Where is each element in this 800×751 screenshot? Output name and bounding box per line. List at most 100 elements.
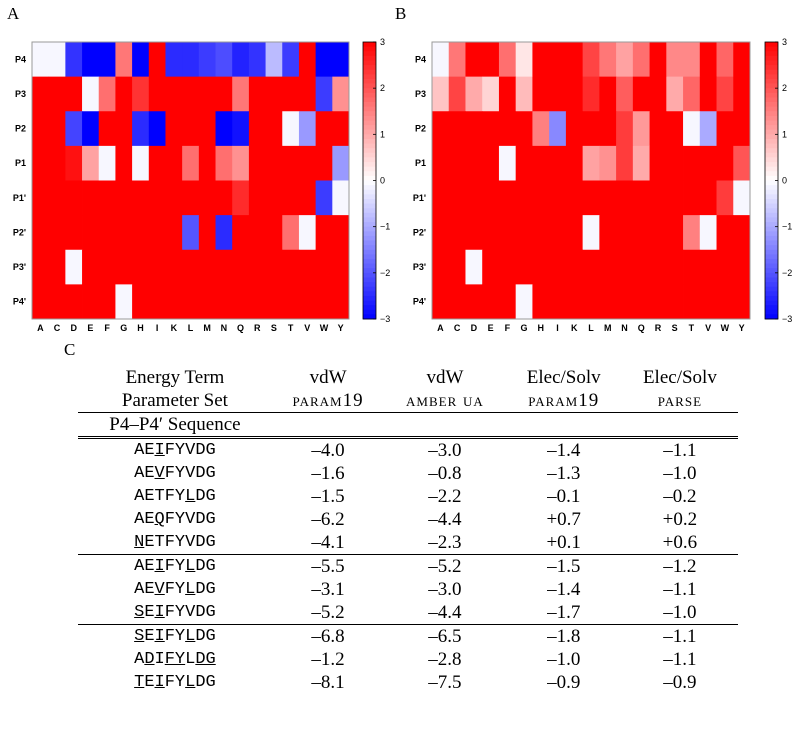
- sequence-cell: AEIFYLDG: [78, 554, 272, 578]
- header-cell: parse: [621, 389, 738, 413]
- colorbar-tick-label: 2: [782, 83, 787, 93]
- heat-cell: [248, 76, 266, 112]
- heat-cell: [248, 42, 266, 78]
- colorbar-swatch: [363, 138, 376, 144]
- heat-cell: [315, 249, 333, 285]
- heat-cell: [532, 145, 550, 181]
- x-tick-label: G: [521, 323, 528, 333]
- table-row: ADIFYLDG –1.2 –2.8 –1.0 –1.1: [78, 648, 738, 671]
- colorbar-swatch: [363, 314, 376, 320]
- heat-cell: [82, 145, 100, 181]
- colorbar-tick-label: −3: [782, 314, 792, 324]
- heat-cell: [666, 215, 684, 251]
- heat-cell: [32, 145, 50, 181]
- y-tick-label: P4': [413, 297, 426, 307]
- heat-cell: [265, 145, 283, 181]
- colorbar-swatch: [765, 194, 778, 200]
- colorbar-swatch: [765, 42, 778, 48]
- energy-value: –5.5: [271, 554, 385, 578]
- heat-cell: [649, 42, 667, 78]
- panel-label-a: A: [7, 4, 20, 23]
- colorbar-swatch: [765, 226, 778, 232]
- table-row: AEVFYVDG –1.6 –0.8 –1.3 –1.0: [78, 462, 738, 485]
- energy-value: –2.8: [428, 649, 462, 670]
- mutated-residue: L: [185, 557, 196, 576]
- colorbar-swatch: [765, 166, 778, 172]
- energy-value: –1.1: [663, 579, 697, 600]
- colorbar-swatch: [363, 263, 376, 269]
- heat-cell: [699, 42, 717, 78]
- mutated-residue: V: [154, 580, 165, 599]
- x-tick-label: C: [54, 323, 61, 333]
- heat-cell: [132, 249, 150, 285]
- heat-cell: [48, 76, 66, 112]
- energy-value: –4.0: [311, 440, 345, 461]
- x-tick-label: W: [320, 323, 329, 333]
- colorbar-swatch: [765, 97, 778, 103]
- heat-cell: [215, 249, 233, 285]
- colorbar-swatch: [765, 69, 778, 75]
- heat-cell: [132, 145, 150, 181]
- heat-cell: [465, 76, 483, 112]
- heat-cell: [465, 111, 483, 147]
- header-row-parameter-set: Parameter Set param19 amber ua param19 parse: [78, 389, 738, 413]
- sequence-segment: AETFY: [134, 487, 186, 506]
- colorbar-swatch: [765, 143, 778, 149]
- mutated-residue: I: [154, 627, 165, 646]
- colorbar-swatch: [363, 203, 376, 209]
- heat-cell: [265, 284, 283, 320]
- energy-value: –2.2: [428, 486, 462, 507]
- heat-cell: [649, 249, 667, 285]
- heat-cell: [165, 111, 183, 147]
- energy-value: –1.0: [663, 602, 697, 623]
- heat-cell: [632, 42, 650, 78]
- heat-cell: [582, 42, 600, 78]
- sequence-segment: FY: [164, 627, 186, 646]
- heat-cell: [215, 76, 233, 112]
- heat-cell: [498, 145, 517, 181]
- mutated-residue: Q: [154, 510, 165, 529]
- colorbar-swatch: [363, 282, 376, 288]
- header-cell: amber ua: [384, 389, 506, 413]
- energy-value: –1.1: [621, 624, 738, 648]
- heat-cell: [198, 249, 216, 285]
- heat-cell: [298, 284, 317, 320]
- colorbar-swatch: [765, 138, 778, 144]
- colorbar-swatch: [765, 258, 778, 264]
- energy-value: –6.8: [271, 624, 385, 648]
- header-cell: Elec/Solv: [642, 367, 717, 388]
- heat-cell: [98, 42, 116, 78]
- colorbar-tick-label: 3: [782, 37, 787, 47]
- heat-cell: [65, 215, 83, 251]
- heat-cell: [115, 111, 133, 147]
- colorbar-swatch: [363, 162, 376, 168]
- heat-cell: [549, 111, 567, 147]
- heat-cell: [98, 215, 116, 251]
- colorbar-swatch: [765, 203, 778, 209]
- colorbar-swatch: [363, 55, 376, 61]
- heat-cell: [198, 145, 216, 181]
- colorbar-swatch: [363, 134, 376, 140]
- energy-value: –5.2: [311, 602, 345, 623]
- header-row-sequence: P4–P4′ Sequence: [78, 412, 738, 439]
- colorbar-swatch: [363, 198, 376, 204]
- heat-cell: [616, 76, 634, 112]
- colorbar-swatch: [765, 189, 778, 195]
- heat-cell: [265, 42, 283, 78]
- heat-cell: [716, 215, 734, 251]
- energy-value: –1.2: [621, 554, 738, 578]
- heat-cell: [599, 111, 617, 147]
- heat-cell: [649, 145, 667, 181]
- heat-cell: [448, 76, 466, 112]
- mutated-residue: I: [154, 441, 165, 460]
- heat-cell: [432, 249, 450, 285]
- heat-cell: [98, 111, 116, 147]
- heat-cell: [332, 215, 350, 251]
- heat-cell: [265, 180, 283, 216]
- heat-cell: [699, 284, 717, 320]
- heat-cell: [448, 111, 466, 147]
- colorbar-swatch: [765, 152, 778, 158]
- heat-cell: [582, 145, 600, 181]
- sequence-segment: A: [134, 650, 145, 669]
- heat-cell: [32, 249, 50, 285]
